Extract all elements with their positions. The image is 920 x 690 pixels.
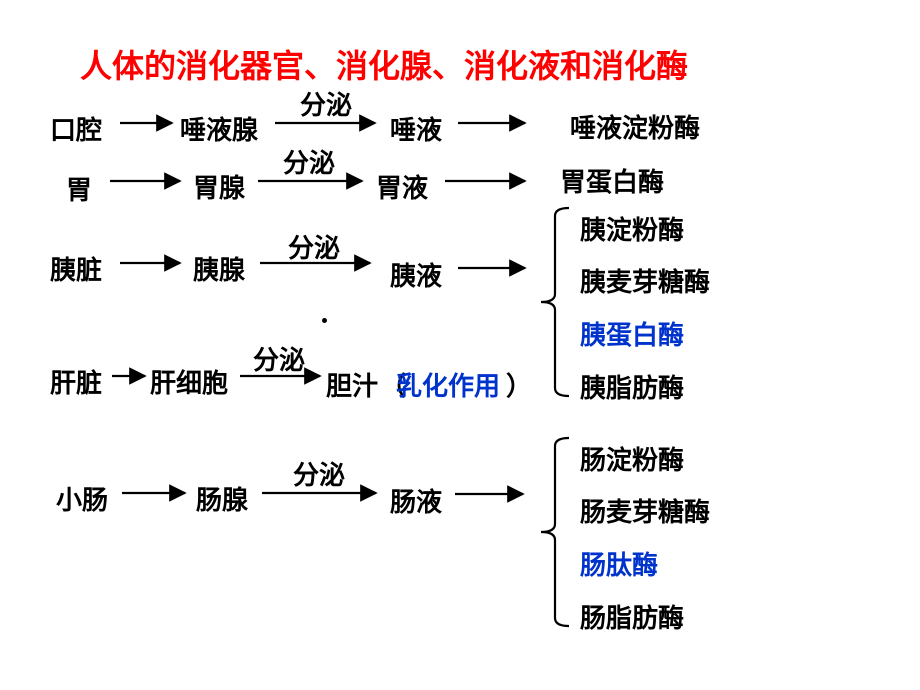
label-r4l: 分泌	[253, 340, 305, 377]
label-r5e3: 肠肽酶	[580, 545, 658, 582]
label-r5c3: 肠液	[390, 482, 442, 519]
bullet-dot	[322, 318, 327, 323]
label-r5e4: 肠脂肪酶	[580, 598, 684, 635]
label-r2l: 分泌	[283, 143, 335, 180]
label-r3e1: 胰淀粉酶	[580, 210, 684, 247]
label-r1c1: 口腔	[50, 110, 102, 147]
label-r3c2: 胰腺	[193, 250, 245, 287]
arrows-and-braces	[0, 0, 920, 690]
label-r2c4: 胃蛋白酶	[560, 162, 664, 199]
label-r1c3: 唾液	[390, 110, 442, 147]
label-r1c4: 唾液淀粉酶	[570, 108, 700, 145]
label-r4c1: 肝脏	[50, 363, 102, 400]
label-r5c2: 肠腺	[196, 480, 248, 517]
label-r2c1: 胃	[66, 170, 92, 207]
label-r1l: 分泌	[300, 85, 352, 122]
label-r1c2: 唾液腺	[180, 110, 258, 147]
label-r5e2: 肠麦芽糖酶	[580, 492, 710, 529]
label-r3e3: 胰蛋白酶	[580, 315, 684, 352]
label-r5e1: 肠淀粉酶	[580, 440, 684, 477]
label-r4p3: ）	[506, 366, 532, 403]
label-r4c3: 胆汁	[326, 366, 378, 403]
label-r3c3: 胰液	[390, 256, 442, 293]
label-r2c3: 胃液	[376, 168, 428, 205]
label-r5c1: 小肠	[56, 480, 108, 517]
label-r3e2: 胰麦芽糖酶	[580, 262, 710, 299]
label-r2c2: 胃腺	[193, 168, 245, 205]
label-r3c1: 胰脏	[50, 250, 102, 287]
label-r5l: 分泌	[293, 455, 345, 492]
brace	[541, 208, 569, 396]
label-r4c2: 肝细胞	[150, 363, 228, 400]
label-r3e4: 胰脂肪酶	[580, 368, 684, 405]
label-r4p2: 乳化作用	[396, 366, 500, 403]
label-r3l: 分泌	[288, 228, 340, 265]
brace	[541, 438, 569, 626]
